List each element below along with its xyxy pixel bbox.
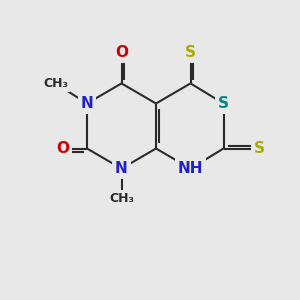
Text: S: S bbox=[254, 141, 265, 156]
Text: O: O bbox=[115, 45, 128, 60]
Text: O: O bbox=[56, 141, 70, 156]
Text: CH₃: CH₃ bbox=[43, 77, 68, 90]
Text: S: S bbox=[185, 45, 196, 60]
Text: S: S bbox=[218, 96, 229, 111]
Text: N: N bbox=[115, 161, 128, 176]
Text: CH₃: CH₃ bbox=[109, 192, 134, 205]
Text: NH: NH bbox=[178, 161, 203, 176]
Text: N: N bbox=[81, 96, 93, 111]
